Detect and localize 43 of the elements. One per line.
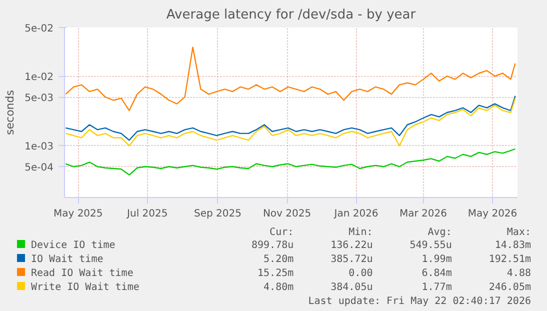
- x-tick-label: Nov 2025: [262, 208, 312, 220]
- text: 899.78u: [250, 239, 295, 253]
- text: 384.05u: [330, 281, 374, 295]
- x-tick-label: Jan 2026: [333, 208, 378, 220]
- x-tick-label: Jul 2025: [126, 208, 168, 220]
- text: 6.84m: [420, 267, 453, 281]
- chart-title: Average latency for /dev/sda - by year: [166, 8, 416, 22]
- y-axis-title: seconds: [4, 90, 17, 135]
- y-tick-label: 1e-02: [24, 72, 54, 84]
- x-tick-label: Sep 2025: [194, 208, 242, 220]
- x-tick-label: Mar 2026: [400, 208, 448, 220]
- text: 136.22u: [330, 239, 374, 253]
- text: 4.80m: [262, 281, 295, 295]
- text: 0.00: [348, 267, 374, 281]
- text: 385.72u: [330, 253, 374, 267]
- text: 1.77m: [420, 281, 453, 295]
- text: 4.88: [506, 267, 532, 281]
- text: 5.20m: [262, 253, 295, 267]
- legend-label: Device IO time: [30, 239, 116, 253]
- text: Last update: Fri May 22 02:40:17 2026: [307, 295, 532, 309]
- line-series: [65, 98, 516, 146]
- legend-label: Read IO Wait time: [30, 267, 134, 281]
- line-series: [65, 95, 516, 141]
- legend-label: Write IO Wait time: [30, 281, 140, 295]
- text: Cur:: [268, 227, 295, 239]
- text: 192.51m: [488, 253, 532, 267]
- text: 246.05m: [488, 281, 532, 295]
- text: Min:: [348, 227, 374, 239]
- x-tick-label: May 2026: [468, 208, 518, 220]
- text: Avg:: [426, 227, 453, 239]
- y-tick-label: 5e-03: [24, 93, 54, 104]
- text: Max:: [506, 227, 532, 239]
- text: 1.99m: [420, 253, 453, 267]
- line-series: [65, 148, 516, 176]
- x-tick-label: May 2025: [53, 208, 103, 220]
- text: 14.83m: [494, 239, 532, 253]
- y-tick-label: 1e-03: [24, 142, 54, 153]
- text: 15.25m: [256, 267, 295, 281]
- line-series: [65, 46, 516, 112]
- legend-label: IO Wait time: [30, 253, 104, 267]
- y-tick-label: 5e-04: [24, 162, 54, 174]
- y-tick-label: 5e-02: [24, 24, 54, 34]
- text: 549.55u: [408, 239, 453, 253]
